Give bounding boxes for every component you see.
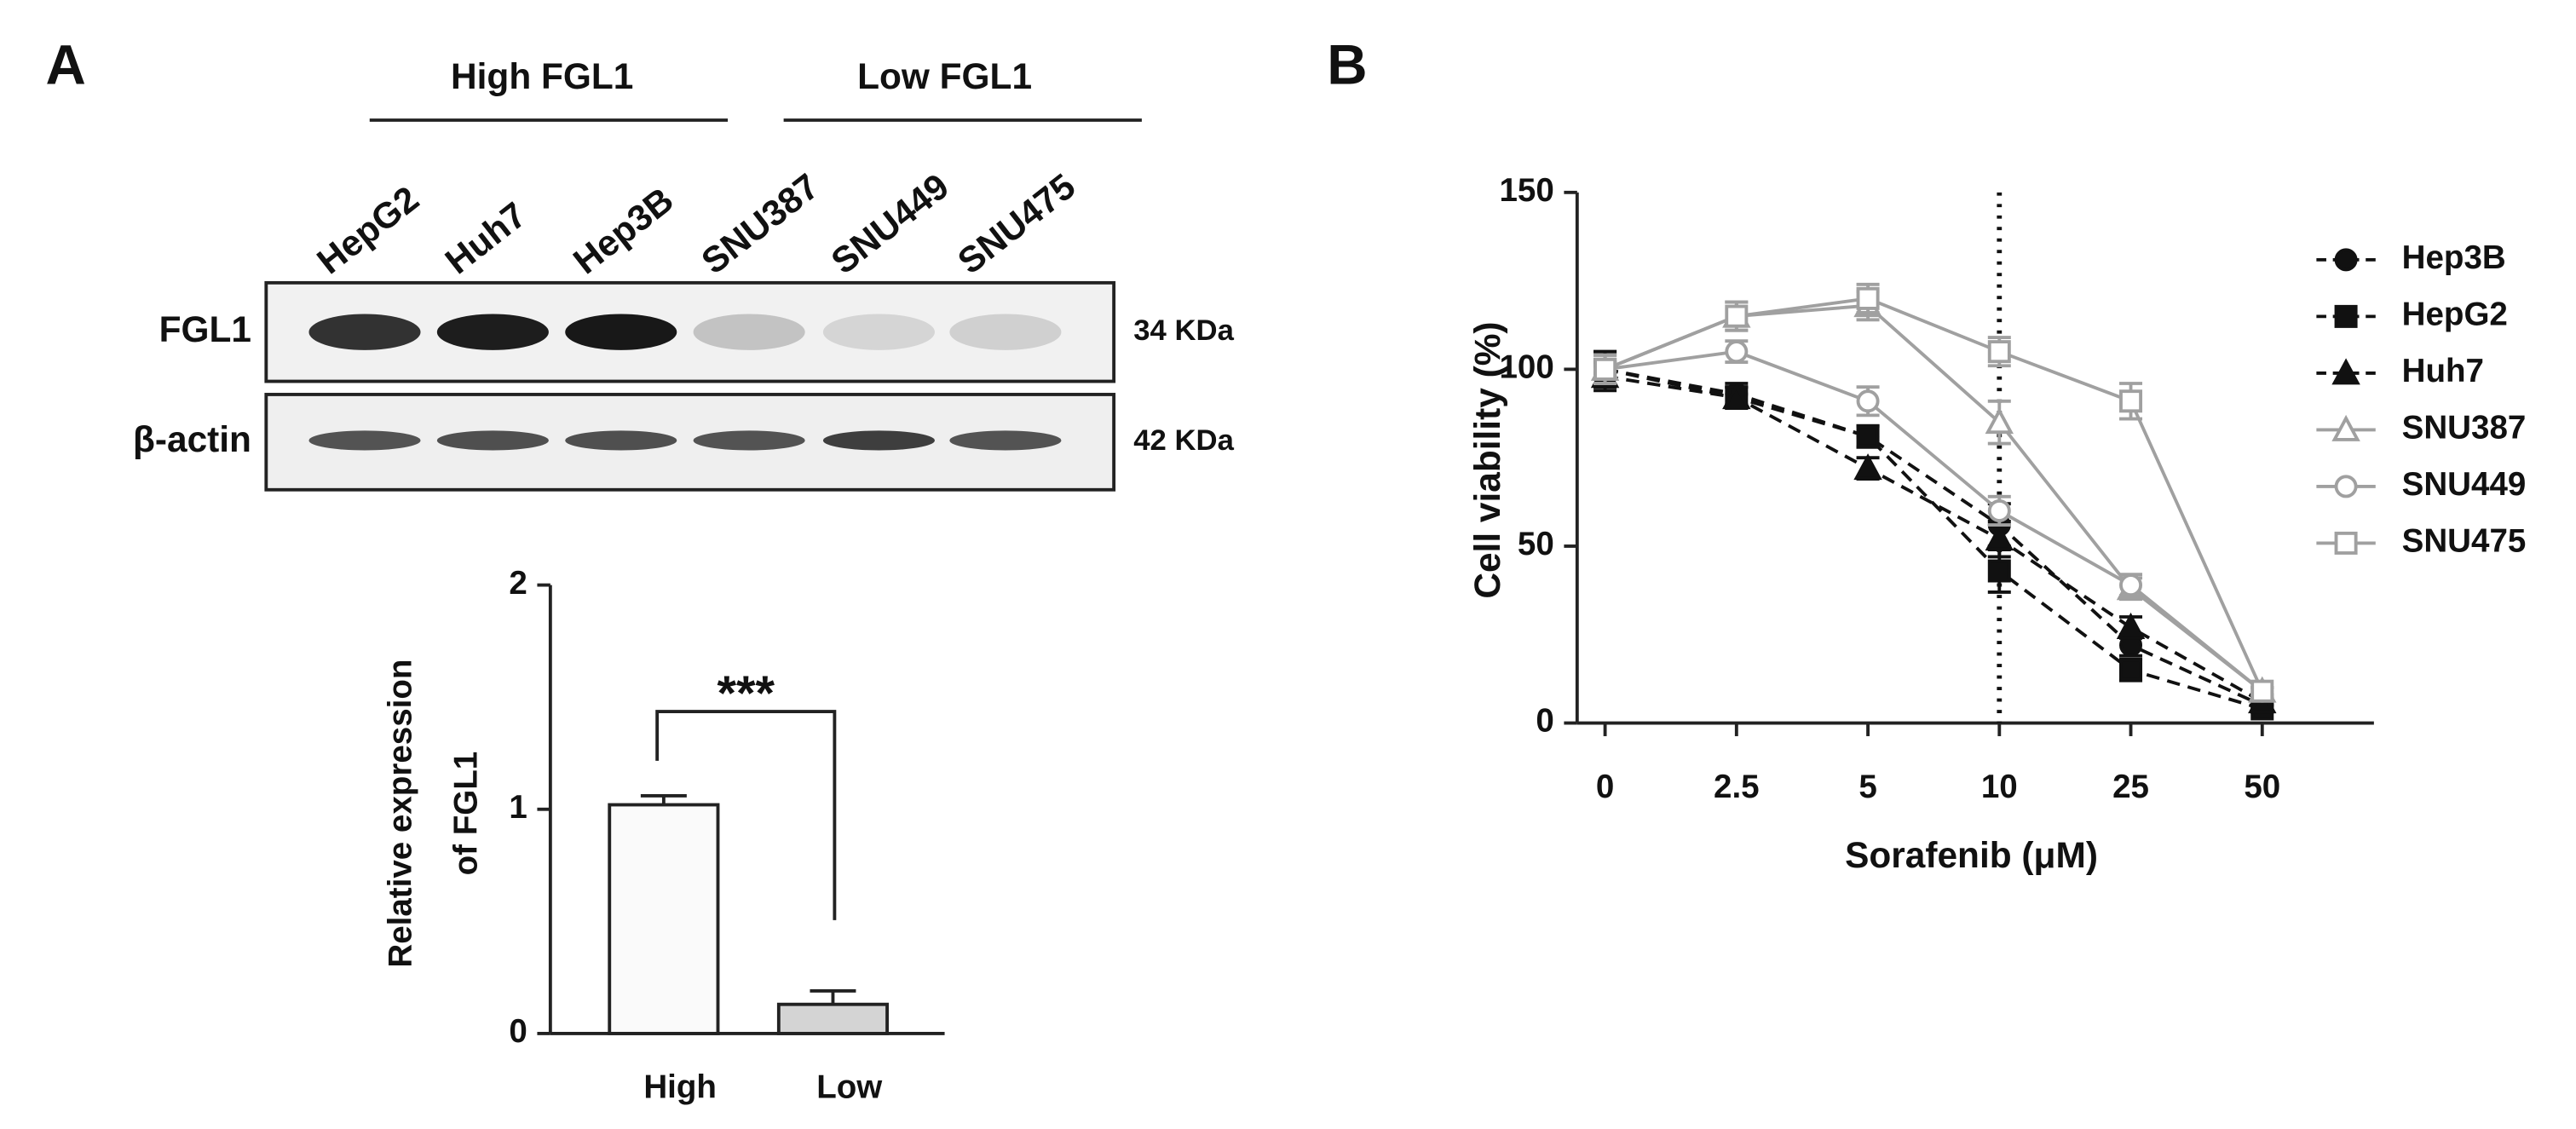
y-tick-label: 150	[1499, 172, 1553, 209]
row-label: β-actin	[133, 419, 251, 459]
marker	[1725, 340, 1749, 364]
band	[565, 430, 677, 451]
y-axis-label: Cell viability (%)	[1467, 321, 1507, 598]
annotation: ***	[717, 666, 775, 721]
row-label: FGL1	[159, 309, 251, 349]
series-line	[1604, 297, 2264, 692]
y-axis-label-line: Relative expression	[383, 660, 419, 968]
marker	[1725, 304, 1749, 328]
marker	[2334, 248, 2358, 272]
y-tick-label: 100	[1499, 349, 1553, 386]
marker	[1856, 424, 1880, 448]
band	[822, 430, 935, 451]
marker	[1856, 286, 1880, 310]
band	[565, 314, 677, 350]
x-tick-label: 5	[1859, 769, 1876, 805]
lane-label: SNU475	[950, 166, 1082, 282]
marker	[1987, 498, 2011, 522]
band	[822, 314, 935, 350]
size-label: 42 KDa	[1133, 424, 1234, 457]
group-label: High FGL1	[451, 56, 633, 96]
band	[436, 430, 549, 451]
bar	[776, 1002, 890, 1035]
y-tick-label: 0	[509, 1013, 527, 1050]
y-axis-label: Relative expression of FGL1	[383, 660, 485, 968]
legend-label: Hep3B	[2402, 239, 2506, 276]
band	[693, 430, 805, 451]
marker	[2119, 658, 2143, 682]
marker	[1722, 383, 1751, 410]
marker	[2331, 414, 2360, 441]
marker	[2119, 389, 2143, 413]
y-tick-label: 1	[509, 789, 527, 826]
marker	[2119, 573, 2143, 597]
bar	[608, 803, 720, 1035]
x-tick-label: 50	[2244, 769, 2280, 805]
panel-label: A	[45, 34, 85, 96]
marker	[1987, 559, 2011, 583]
marker	[1987, 340, 2011, 364]
legend-label: SNU475	[2402, 523, 2527, 560]
x-tick-label: High	[643, 1069, 717, 1106]
lane-label: SNU449	[824, 166, 956, 282]
marker	[2116, 612, 2146, 639]
series-line	[1605, 374, 2263, 704]
marker	[2331, 358, 2360, 385]
legend-label: Huh7	[2402, 353, 2484, 389]
size-label: 34 KDa	[1133, 314, 1234, 347]
lane-label: SNU387	[694, 166, 826, 282]
panel-label: B	[1327, 34, 1367, 96]
x-axis-label: Sorafenib (μM)	[1845, 835, 2098, 875]
series-line	[1605, 367, 2263, 711]
x-tick-label: 25	[2112, 769, 2149, 805]
marker	[2334, 304, 2358, 328]
legend-label: SNU449	[2402, 466, 2527, 503]
y-tick-label: 2	[509, 565, 527, 602]
x-tick-label: 2.5	[1714, 769, 1760, 805]
x-tick-label: 10	[1981, 769, 2018, 805]
band	[693, 314, 805, 350]
legend-label: SNU387	[2402, 410, 2527, 446]
x-tick-label: 0	[1596, 769, 1614, 805]
lane-label: Hep3B	[566, 180, 681, 282]
lane-label: Huh7	[438, 194, 533, 281]
marker	[1985, 407, 2014, 435]
marker	[2334, 475, 2358, 498]
band	[949, 430, 1062, 451]
series-line	[1605, 349, 2263, 693]
marker	[2334, 531, 2358, 555]
series-line	[1605, 367, 2263, 707]
band	[436, 314, 549, 350]
marker	[1985, 524, 2014, 551]
marker	[1853, 453, 1882, 481]
marker	[2250, 679, 2274, 703]
band	[949, 314, 1062, 350]
x-tick-label: Low	[816, 1069, 883, 1106]
legend-label: HepG2	[2402, 297, 2508, 333]
band	[308, 430, 421, 451]
band	[308, 314, 421, 350]
lane-label: HepG2	[309, 178, 426, 281]
y-tick-label: 50	[1518, 526, 1554, 562]
y-axis-label-line: of FGL1	[448, 752, 485, 876]
y-tick-label: 0	[1536, 703, 1553, 740]
group-label: Low FGL1	[857, 56, 1032, 96]
marker	[1856, 389, 1880, 413]
marker	[1593, 357, 1617, 381]
series-line	[1604, 303, 2263, 693]
significance-bracket	[655, 710, 837, 920]
